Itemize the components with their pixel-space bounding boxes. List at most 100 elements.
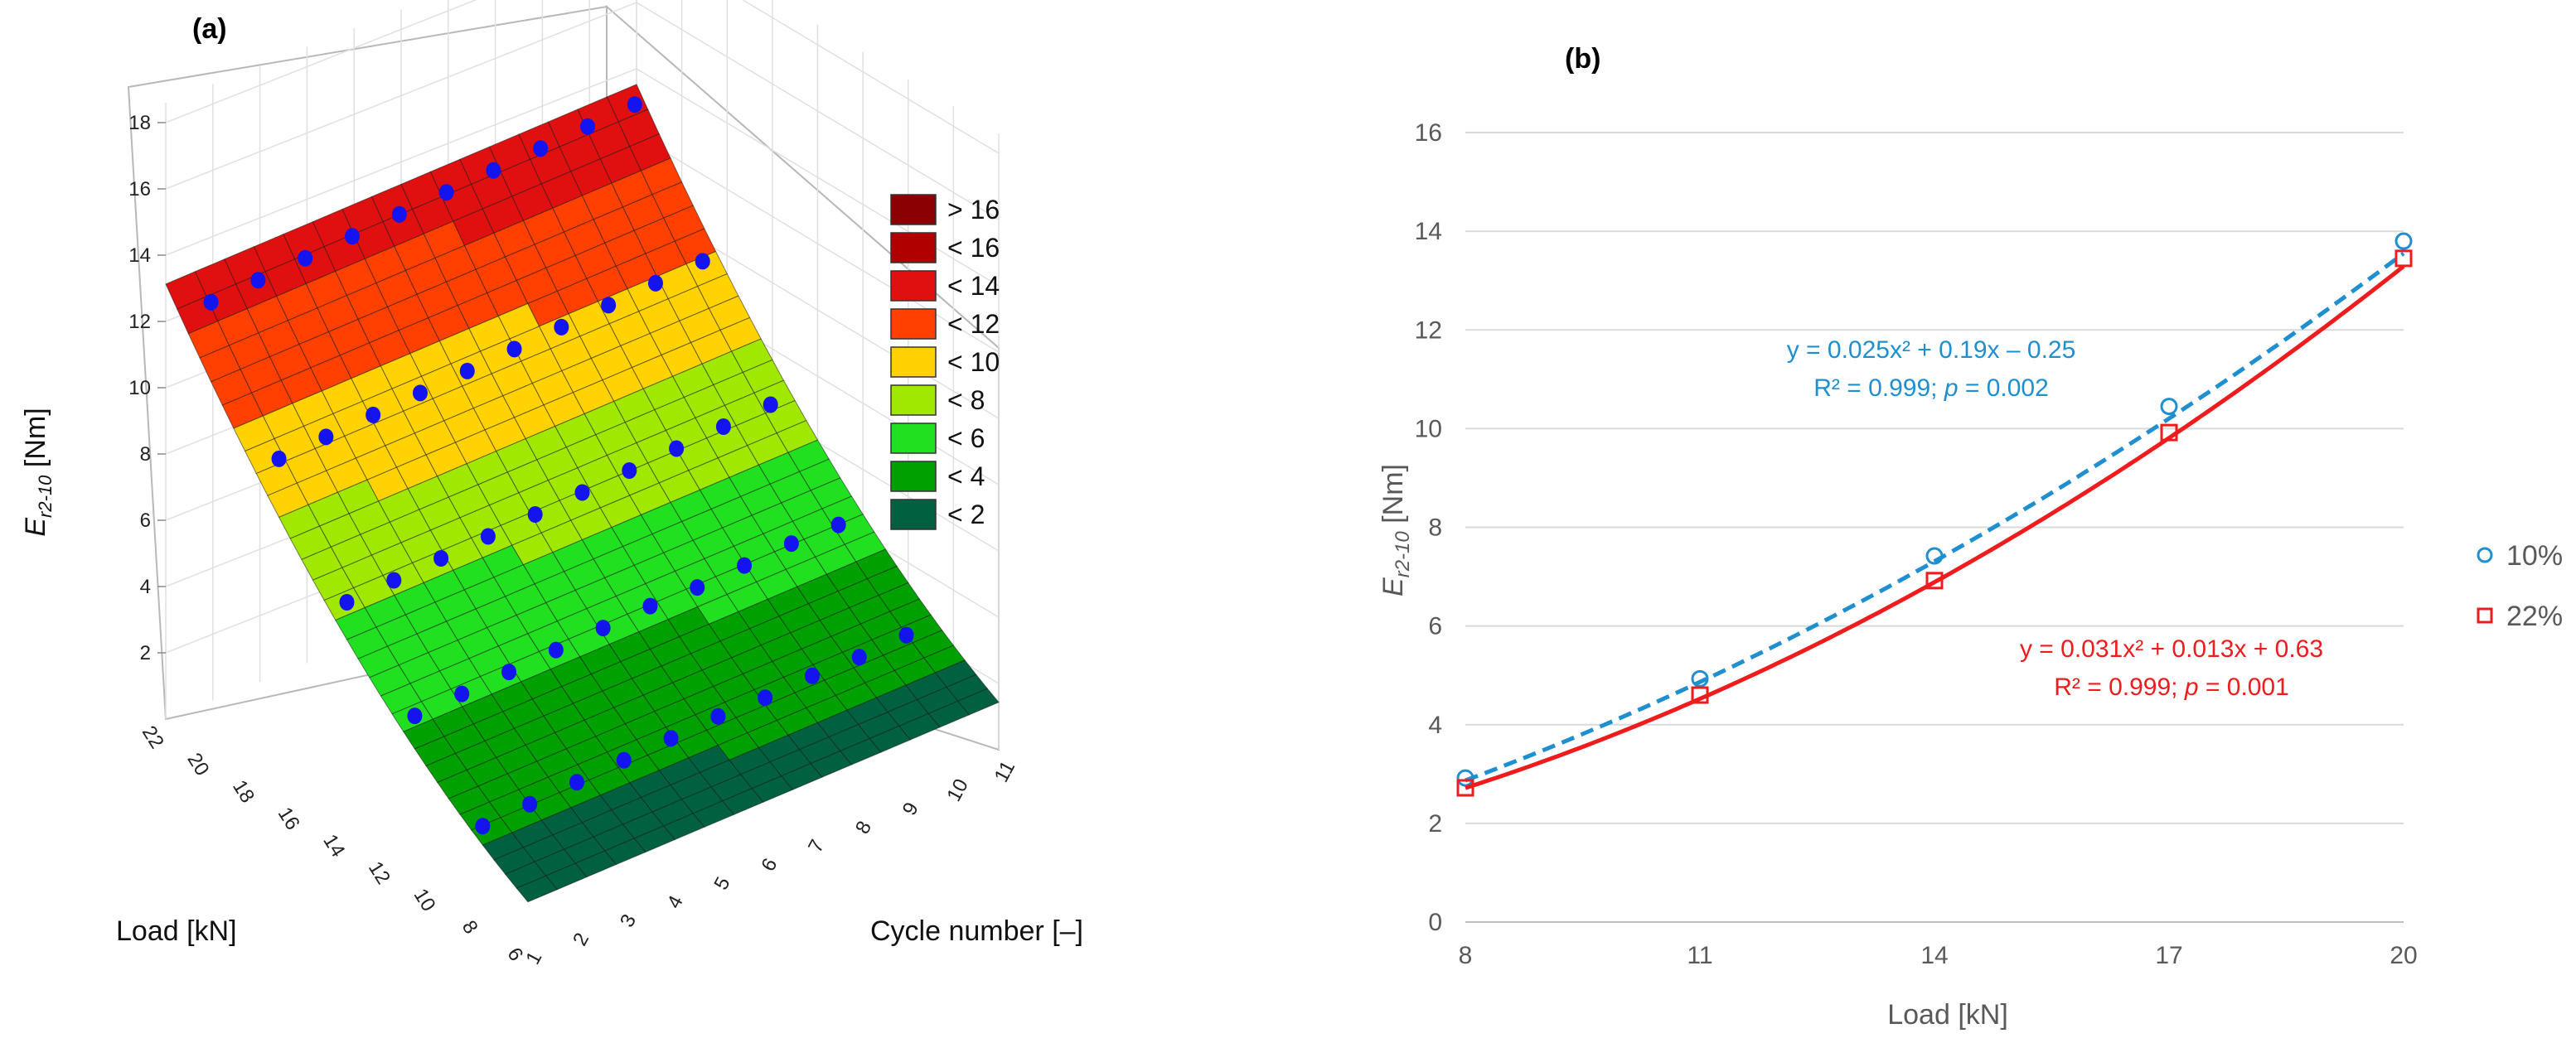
legend-label: > 16 [947,195,1000,225]
cycle-tick-label: 5 [710,873,735,893]
z-tick-label: 6 [140,509,151,532]
legend-label: < 2 [947,500,985,529]
z-tick-label: 14 [128,244,151,267]
legend-swatch [890,308,937,340]
legend-swatch [890,499,937,530]
marker-22pct [2394,249,2413,268]
data-point [412,384,428,402]
data-point [506,340,522,358]
fit-line-10pct [1465,251,2405,783]
panel-b-x-ticks: 8 11 14 17 20 [1459,942,2418,969]
legend-swatch [890,232,937,263]
marker-22pct [1691,686,1709,704]
p-label-10pct: p [1944,374,1959,402]
load-tick-label: 16 [274,804,304,834]
panel-b-y-ticks: 0 2 4 6 8 10 12 14 16 [1415,119,1442,936]
data-point [690,579,705,596]
data-point [438,184,454,201]
data-point [554,318,569,336]
marker-22pct [1456,779,1474,797]
data-point [580,118,596,135]
data-point [501,664,517,681]
marker-10pct [1691,669,1709,688]
cycle-tick-label: 3 [616,910,641,930]
data-point [851,649,867,666]
panel-b-x-axis-title: Load [kN] [1887,999,2008,1031]
y-tick-label: 12 [1415,316,1442,344]
legend-swatch [890,346,937,378]
marker-10pct [2160,398,2178,416]
data-point [758,689,773,707]
data-point [898,626,914,644]
data-point [433,550,449,567]
data-point [271,450,287,467]
panel-a-load-axis-title: Load [kN] [116,915,237,947]
z-tick-label: 16 [128,178,151,200]
panel-b-legend: 10% 22% [2477,540,2563,632]
x-tick-label: 11 [1687,942,1712,969]
y-tick-label: 16 [1415,119,1442,147]
r2-22pct-text: R² = 0.999; [2054,674,2185,701]
data-point [627,96,642,113]
panel-a-label: (a) [192,13,227,45]
data-point [804,667,820,684]
load-tick-label: 8 [458,916,482,938]
data-point [345,228,361,245]
y-tick-label: 10 [1415,415,1442,442]
data-point [616,751,632,769]
legend-swatch [890,384,937,416]
cycle-tick-label: 11 [990,757,1020,786]
equation-10pct: y = 0.025x² + 0.19x – 0.25 [1787,336,2076,364]
y-title-main: E [1378,577,1409,596]
data-point [407,707,423,725]
p-label-22pct: p [2184,674,2199,701]
z-tick-label: 18 [128,112,151,134]
response-surface [165,84,1000,903]
p-value-10pct: = 0.002 [1959,374,2049,402]
surface-patch [956,688,1000,716]
cycle-tick-label: 7 [804,836,829,856]
cycle-tick-label: 4 [663,892,688,912]
panel-b-y-axis-title: Er2-10 [Nm] [1378,464,1414,596]
cycle-tick-label: 2 [569,930,593,949]
marker-22pct [1925,572,1944,590]
data-point [298,249,313,267]
data-point [783,535,799,553]
z-tick-label: 8 [140,443,151,466]
data-point [480,528,496,545]
legend-label: < 14 [947,271,1000,301]
data-point [737,557,753,574]
load-tick-label: 18 [228,776,259,807]
legend-label-10pct: 10% [2506,540,2563,572]
data-point [569,774,584,791]
data-point [366,406,381,423]
y-tick-label: 2 [1428,810,1442,838]
data-point [522,795,538,813]
p-value-22pct: = 0.001 [2199,674,2289,701]
legend-label: < 12 [947,309,1000,339]
cycle-tick-label: 6 [757,855,782,875]
legend-label: < 10 [947,347,1000,377]
z-title-unit: [Nm] [20,408,51,475]
data-point [710,707,726,725]
data-point [830,516,846,534]
panel-b-label: (b) [1565,43,1600,75]
z-title-main: E [20,518,51,537]
legend-label: < 16 [947,233,1000,263]
data-point [527,506,543,523]
data-point [459,362,475,379]
y-tick-label: 6 [1428,613,1442,640]
legend-swatch [890,461,937,492]
z-tick-label: 12 [128,311,151,333]
x-tick-label: 14 [1920,942,1948,969]
data-point [715,418,731,435]
legend-label: < 8 [947,385,985,415]
x-tick-label: 8 [1459,942,1473,969]
legend-swatch [890,270,937,302]
data-point [669,440,685,457]
cycle-tick-label: 8 [851,818,876,838]
data-point [663,730,679,747]
load-tick-label: 12 [364,857,395,888]
